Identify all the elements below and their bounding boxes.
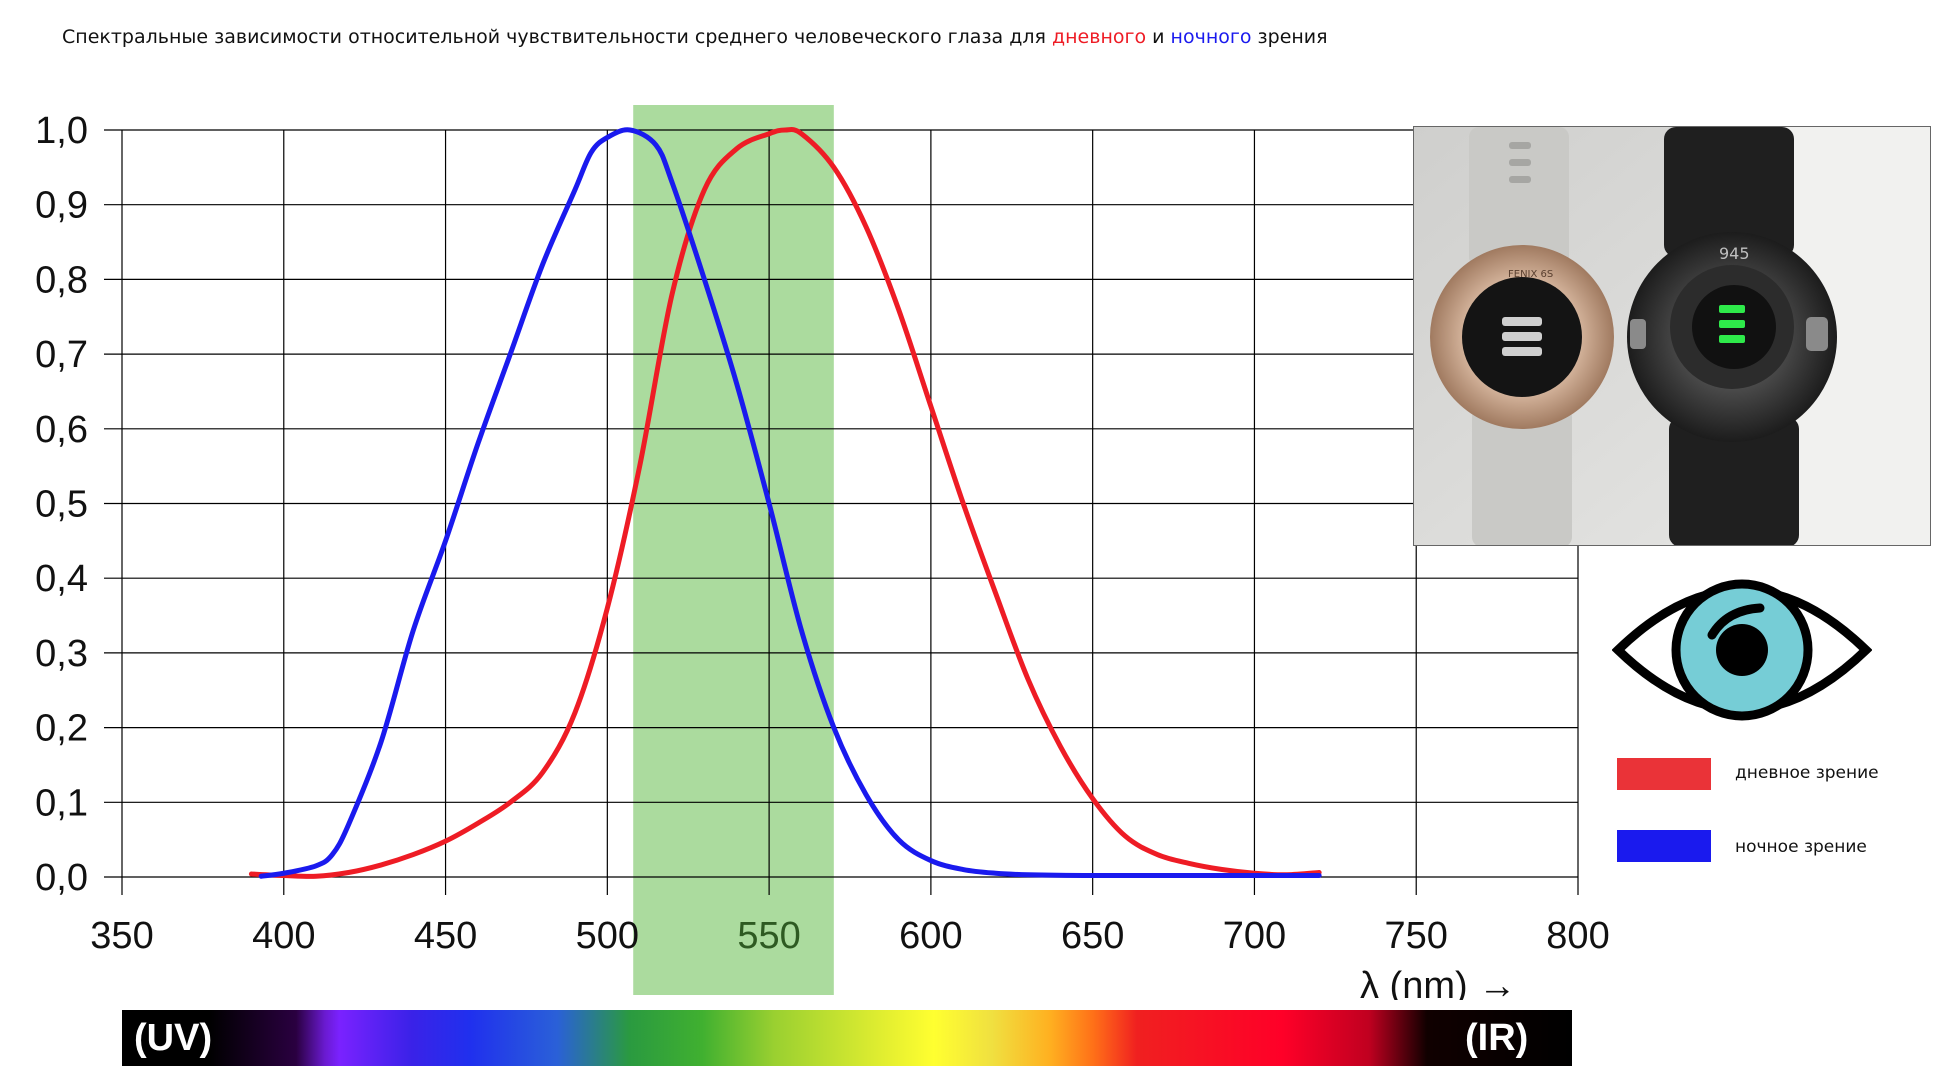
- x-tick-label: 800: [1546, 915, 1609, 957]
- title-night-word: ночного: [1170, 26, 1252, 48]
- x-tick-label: 550: [737, 915, 800, 957]
- chart-title: Спектральные зависимости относительной ч…: [62, 26, 1328, 48]
- chart-grid: [104, 129, 1579, 895]
- y-tick-label: 0,9: [35, 185, 88, 227]
- x-tick-label: 500: [576, 915, 639, 957]
- y-tick-label: 0,8: [35, 259, 88, 301]
- x-tick-label: 350: [90, 915, 153, 957]
- x-tick-label: 400: [252, 915, 315, 957]
- y-tick-label: 0,7: [35, 334, 88, 376]
- y-tick-label: 0,5: [35, 484, 88, 526]
- legend-day-swatch: [1617, 758, 1711, 790]
- x-tick-label: 450: [414, 915, 477, 957]
- ir-label: (IR): [1465, 1017, 1529, 1059]
- visible-spectrum-bar: [122, 1010, 1572, 1066]
- y-tick-label: 0,6: [35, 409, 88, 451]
- x-tick-label: 700: [1223, 915, 1286, 957]
- x-tick-label: 750: [1385, 915, 1448, 957]
- watch-photo: FENIX 6S 945: [1413, 126, 1931, 546]
- uv-label: (UV): [134, 1017, 213, 1059]
- y-tick-label: 0,0: [35, 857, 88, 899]
- legend-night-swatch: [1617, 830, 1711, 862]
- y-tick-label: 0,4: [35, 558, 88, 600]
- x-axis-label: λ (nm) →: [1360, 965, 1516, 1000]
- photo-right-text: 945: [1719, 244, 1750, 263]
- title-day-word: дневного: [1052, 26, 1147, 48]
- photo-left-text: FENIX 6S: [1508, 269, 1553, 280]
- sensitivity-chart: 350 400 450 500 550 600 650 700 750 800 0,0 0,1 0,2 0…: [35, 105, 1610, 1000]
- chart-ticks: 350 400 450 500 550 600 650 700 750 800 0,0 0,1 0,2 0…: [35, 110, 1610, 957]
- legend-night-label: ночное зрение: [1735, 837, 1867, 857]
- series-line-day: [248, 127, 1322, 879]
- y-tick-label: 0,1: [35, 782, 88, 824]
- y-tick-label: 0,2: [35, 708, 88, 750]
- y-tick-label: 1,0: [35, 110, 88, 152]
- y-tick-label: 0,3: [35, 633, 88, 675]
- chart-lines: [248, 127, 1322, 879]
- legend-day-label: дневное зрение: [1735, 763, 1879, 783]
- green-highlight-band: [633, 105, 834, 995]
- x-tick-label: 650: [1061, 915, 1124, 957]
- eye-icon: [1612, 579, 1872, 721]
- x-tick-label: 600: [899, 915, 962, 957]
